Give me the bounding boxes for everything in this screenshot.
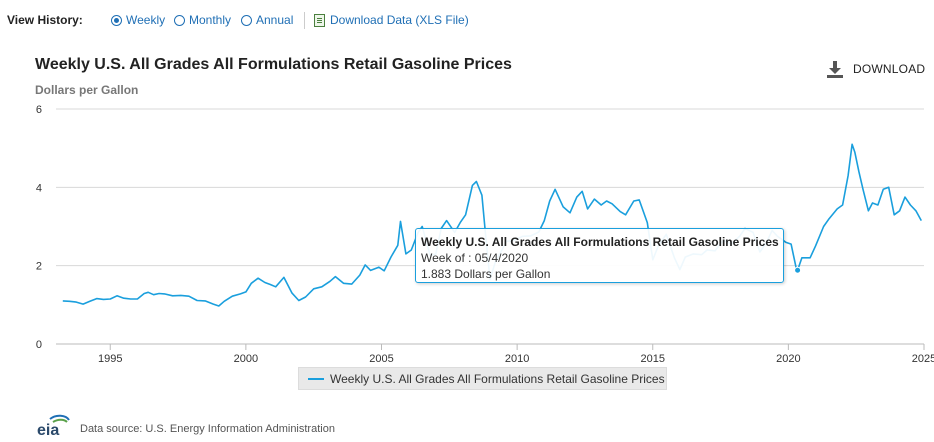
tooltip-week: Week of : 05/4/2020 <box>421 251 529 265</box>
radio-weekly-label[interactable]: Weekly <box>126 13 166 27</box>
legend-item[interactable]: Weekly U.S. All Grades All Formulations … <box>298 367 667 390</box>
x-tick-label-0: 1995 <box>98 353 122 365</box>
radio-weekly-icon[interactable] <box>111 14 122 26</box>
x-tick-label-6: 2025 <box>912 353 934 365</box>
radio-weekly[interactable]: Weekly <box>111 11 165 29</box>
axes: 0 2 4 6 1995 2000 2005 2010 2015 2020 2025 <box>36 104 934 365</box>
eia-logo-text: eia <box>37 422 59 438</box>
download-data-label[interactable]: Download Data (XLS File) <box>330 13 469 27</box>
download-button[interactable]: DOWNLOAD <box>826 59 925 79</box>
data-source-text: Data source: U.S. Energy Information Adm… <box>80 423 335 435</box>
radio-monthly[interactable]: Monthly <box>174 11 231 29</box>
view-history-label: View History: <box>7 13 83 27</box>
view-history-toolbar: View History: Weekly Monthly Annual Down… <box>0 0 934 40</box>
spreadsheet-icon[interactable] <box>314 13 325 27</box>
radio-annual-icon[interactable] <box>241 14 252 26</box>
x-tick-label-4: 2015 <box>641 353 665 365</box>
tooltip-title: Weekly U.S. All Grades All Formulations … <box>421 235 779 249</box>
y-tick-label-3: 6 <box>36 104 42 116</box>
x-tick-label-5: 2020 <box>776 353 800 365</box>
tooltip: Weekly U.S. All Grades All Formulations … <box>415 228 784 283</box>
chart-title: Weekly U.S. All Grades All Formulations … <box>35 56 512 73</box>
download-label[interactable]: DOWNLOAD <box>853 62 926 76</box>
highlighted-point[interactable] <box>794 266 802 274</box>
eia-logo: eia <box>37 414 70 438</box>
x-tick-label-1: 2000 <box>234 353 258 365</box>
y-tick-label-1: 2 <box>36 261 42 273</box>
radio-annual-label[interactable]: Annual <box>256 13 294 27</box>
chart-subtitle: Dollars per Gallon <box>35 83 139 97</box>
footer: eia Data source: U.S. Energy Information… <box>0 408 934 442</box>
legend-swatch[interactable] <box>308 377 324 380</box>
radio-annual[interactable]: Annual <box>241 11 293 29</box>
x-tick-label-3: 2010 <box>505 353 529 365</box>
x-tick-label-2: 2005 <box>369 353 393 365</box>
toolbar-divider <box>304 12 305 29</box>
radio-monthly-label[interactable]: Monthly <box>189 13 232 27</box>
y-tick-label-2: 4 <box>36 182 42 194</box>
legend-label[interactable]: Weekly U.S. All Grades All Formulations … <box>330 371 665 386</box>
tooltip-value: 1.883 Dollars per Gallon <box>421 267 551 281</box>
download-data-link[interactable]: Download Data (XLS File) <box>314 11 469 29</box>
download-icon[interactable] <box>826 60 844 78</box>
radio-monthly-icon[interactable] <box>174 14 185 26</box>
y-tick-label-0: 0 <box>36 339 42 351</box>
